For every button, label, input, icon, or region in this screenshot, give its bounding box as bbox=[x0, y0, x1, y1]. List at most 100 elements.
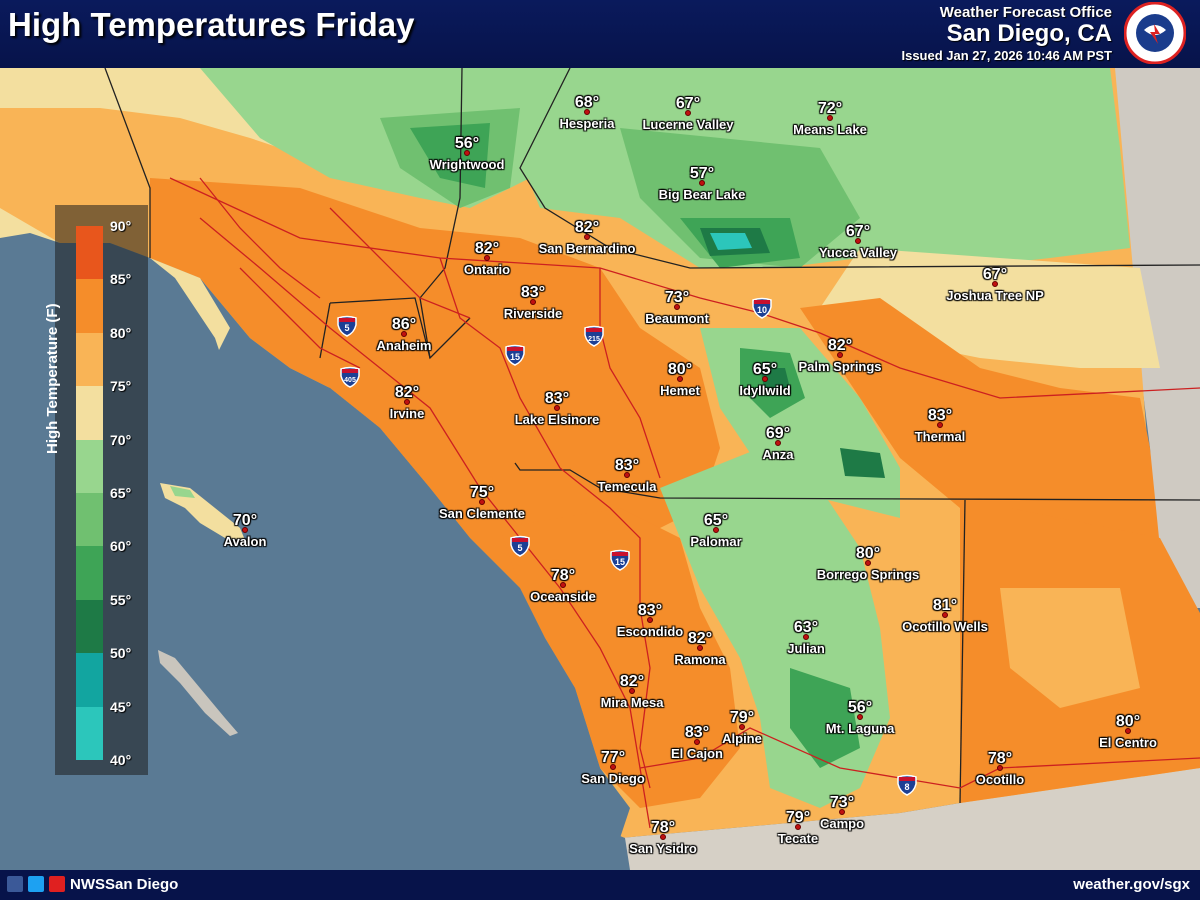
legend-title: High Temperature (F) bbox=[44, 303, 61, 454]
city-dot bbox=[837, 352, 843, 358]
city-dot bbox=[674, 304, 680, 310]
city-temperature: 77° bbox=[600, 749, 626, 766]
issued-time: Issued Jan 27, 2026 10:46 AM PST bbox=[901, 48, 1112, 63]
city-temperature: 83° bbox=[520, 284, 546, 301]
city-temperature: 63° bbox=[793, 619, 819, 636]
city-dot bbox=[624, 472, 630, 478]
city-temperature: 73° bbox=[829, 794, 855, 811]
city-dot bbox=[694, 739, 700, 745]
city-name: El Centro bbox=[1099, 735, 1157, 750]
city-temperature: 82° bbox=[687, 630, 713, 647]
city-name: Campo bbox=[819, 816, 865, 831]
city-name: Escondido bbox=[616, 624, 684, 639]
city-dot bbox=[942, 612, 948, 618]
city-name: Hesperia bbox=[559, 116, 615, 131]
city-temperature: 73° bbox=[664, 289, 690, 306]
city-name: Thermal bbox=[914, 429, 966, 444]
city-temperature: 83° bbox=[927, 407, 953, 424]
city-name: Ramona bbox=[674, 652, 726, 667]
legend-swatch bbox=[76, 653, 103, 707]
city-dot bbox=[660, 834, 666, 840]
twitter-icon[interactable] bbox=[28, 876, 44, 892]
city-temperature: 65° bbox=[703, 512, 729, 529]
office-location: San Diego, CA bbox=[946, 20, 1112, 47]
city-dot bbox=[1125, 728, 1131, 734]
interstate-shield-icon: 15 bbox=[610, 549, 630, 571]
city-temperature: 80° bbox=[667, 361, 693, 378]
nws-seal-icon bbox=[1124, 2, 1186, 64]
legend-swatch bbox=[76, 599, 103, 654]
city-name: Means Lake bbox=[793, 122, 867, 137]
city-name: Oceanside bbox=[530, 589, 596, 604]
facebook-icon[interactable] bbox=[7, 876, 23, 892]
city-name: Anaheim bbox=[376, 338, 432, 353]
city-dot bbox=[629, 688, 635, 694]
city-name: Mt. Laguna bbox=[825, 721, 895, 736]
city-dot bbox=[857, 714, 863, 720]
city-temperature: 82° bbox=[827, 337, 853, 354]
interstate-shield-icon: 215 bbox=[584, 325, 604, 347]
highway-number: 215 bbox=[588, 336, 600, 343]
highway-number: 10 bbox=[757, 305, 767, 315]
city-name: Temecula bbox=[597, 479, 657, 494]
city-name: Alpine bbox=[722, 731, 762, 746]
city-name: Avalon bbox=[223, 534, 267, 549]
city-temperature: 72° bbox=[817, 100, 843, 117]
city-name: Ontario bbox=[463, 262, 511, 277]
temperature-map bbox=[0, 68, 1200, 870]
city-temperature: 69° bbox=[765, 425, 791, 442]
city-temperature: 56° bbox=[454, 135, 480, 152]
highway-number: 15 bbox=[510, 352, 520, 362]
city-dot bbox=[795, 824, 801, 830]
city-temperature: 83° bbox=[637, 602, 663, 619]
city-name: Lucerne Valley bbox=[642, 117, 734, 132]
interstate-shield-icon: 8 bbox=[897, 774, 917, 796]
city-temperature: 56° bbox=[847, 699, 873, 716]
map-title: High Temperatures Friday bbox=[8, 6, 415, 43]
city-temperature: 82° bbox=[619, 673, 645, 690]
website-link[interactable]: weather.gov/sgx bbox=[1073, 876, 1190, 893]
legend-swatch bbox=[76, 279, 103, 333]
city-name: Tecate bbox=[777, 831, 819, 846]
legend-swatch bbox=[76, 226, 103, 280]
city-name: Irvine bbox=[389, 406, 425, 421]
city-temperature: 80° bbox=[855, 545, 881, 562]
city-temperature: 83° bbox=[614, 457, 640, 474]
city-dot bbox=[713, 527, 719, 533]
city-dot bbox=[530, 299, 536, 305]
city-temperature: 67° bbox=[982, 266, 1008, 283]
highway-number: 5 bbox=[517, 543, 522, 553]
legend-swatch bbox=[76, 332, 103, 387]
city-dot bbox=[697, 645, 703, 651]
youtube-icon[interactable] bbox=[49, 876, 65, 892]
city-temperature: 82° bbox=[574, 219, 600, 236]
city-dot bbox=[584, 234, 590, 240]
city-dot bbox=[242, 527, 248, 533]
city-dot bbox=[992, 281, 998, 287]
city-name: Palomar bbox=[690, 534, 742, 549]
highway-number: 405 bbox=[344, 377, 356, 384]
city-dot bbox=[937, 422, 943, 428]
legend-swatch bbox=[76, 439, 103, 493]
interstate-shield-icon: 15 bbox=[505, 344, 525, 366]
city-dot bbox=[775, 440, 781, 446]
city-name: Idyllwild bbox=[739, 383, 791, 398]
city-name: Palm Springs bbox=[798, 359, 882, 374]
city-name: Beaumont bbox=[645, 311, 709, 326]
city-dot bbox=[479, 499, 485, 505]
office-label: Weather Forecast Office bbox=[939, 4, 1112, 21]
city-name: Lake Elsinore bbox=[514, 412, 600, 427]
city-dot bbox=[584, 109, 590, 115]
city-dot bbox=[855, 238, 861, 244]
legend-tick-label: 75° bbox=[110, 378, 132, 395]
social-handle[interactable]: NWSSan Diego bbox=[70, 876, 179, 893]
city-name: Big Bear Lake bbox=[658, 187, 746, 202]
city-dot bbox=[610, 764, 616, 770]
city-name: San Bernardino bbox=[538, 241, 636, 256]
city-dot bbox=[484, 255, 490, 261]
city-name: Ocotillo bbox=[975, 772, 1025, 787]
city-temperature: 78° bbox=[650, 819, 676, 836]
city-dot bbox=[739, 724, 745, 730]
city-name: El Cajon bbox=[670, 746, 724, 761]
city-name: San Ysidro bbox=[629, 841, 697, 856]
